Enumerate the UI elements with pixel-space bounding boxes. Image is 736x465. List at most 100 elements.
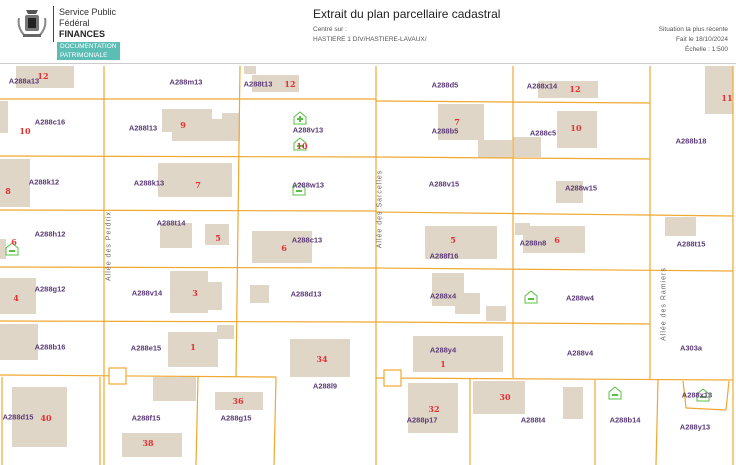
parcel-label[interactable]: A288t15 [676, 239, 706, 249]
parcel-boundary [0, 155, 377, 158]
parcel-label[interactable]: A288x14 [526, 81, 558, 91]
parcel-boundary [375, 377, 734, 381]
parcel-label[interactable]: A288v4 [566, 348, 594, 358]
tag-documentation: DOCUMENTATION [57, 42, 120, 51]
parcel-boundary [0, 209, 377, 212]
parcel-label[interactable]: A288d5 [431, 80, 459, 90]
building [455, 293, 480, 314]
parcel-label[interactable]: A288v15 [428, 179, 460, 189]
building [513, 137, 541, 157]
building [16, 66, 74, 88]
house-icon [293, 137, 307, 151]
house-number: 7 [454, 117, 460, 127]
house-number: 1 [440, 359, 446, 369]
centered-label: Centré sur : [313, 26, 347, 33]
parcel-label[interactable]: A288d15 [2, 412, 34, 422]
house-number: 12 [37, 71, 49, 81]
house-number: 10 [570, 123, 582, 133]
parcel-boundary [375, 267, 734, 272]
building [290, 339, 350, 377]
parcel-label[interactable]: A288g12 [34, 284, 66, 294]
house-icon [696, 388, 710, 402]
building [425, 226, 497, 259]
building [556, 181, 583, 203]
page-title: Extrait du plan parcellaire cadastral [313, 7, 501, 21]
parcel-label[interactable]: A288d13 [290, 289, 322, 299]
boundary-marker [383, 369, 402, 387]
parcel-label[interactable]: A288n8 [519, 238, 547, 248]
parcel-label[interactable]: A288w13 [291, 180, 325, 190]
building [473, 381, 525, 414]
building [215, 392, 263, 410]
house-number: 12 [569, 84, 581, 94]
parcel-label[interactable]: A288b14 [609, 415, 641, 425]
building [153, 377, 196, 401]
house-number: 6 [554, 235, 560, 245]
house-number: 36 [232, 396, 244, 406]
parcel-label[interactable]: A288b18 [675, 136, 707, 146]
building [563, 387, 583, 419]
house-plus-icon [293, 111, 307, 125]
parcel-label[interactable]: A288v13 [292, 125, 324, 135]
building [408, 383, 458, 433]
parcel-label[interactable]: A288m13 [169, 77, 203, 87]
parcel-label[interactable]: A288c16 [34, 117, 66, 127]
parcel-label[interactable]: A288t4 [520, 415, 546, 425]
parcel-label[interactable]: A288k13 [133, 178, 165, 188]
parcel-label[interactable]: A288x13 [681, 390, 713, 400]
parcel-boundary [0, 320, 377, 323]
parcel-label[interactable]: A288e15 [130, 343, 162, 353]
building [0, 101, 8, 133]
parcel-label[interactable]: A303a [679, 343, 703, 353]
tag-patrimoniale: PATRIMONIALE [57, 51, 120, 60]
house-number: 3 [192, 288, 198, 298]
parcel-label[interactable]: A288g15 [220, 413, 252, 423]
building [252, 75, 299, 92]
parcel-label[interactable]: A288h12 [34, 229, 66, 239]
parcel-label[interactable]: A288t14 [156, 218, 186, 228]
building [170, 271, 208, 313]
parcel-label[interactable]: A288c5 [529, 128, 557, 138]
boundary-marker [108, 367, 127, 385]
parcel-label[interactable]: A288p17 [406, 415, 438, 425]
parcel-label[interactable]: A288x4 [429, 291, 457, 301]
parcel-label[interactable]: A288b16 [34, 342, 66, 352]
building [538, 81, 598, 98]
parcel-label[interactable]: A288w15 [564, 183, 598, 193]
parcel-label[interactable]: A288a13 [8, 76, 40, 86]
building [168, 332, 218, 367]
parcel-label[interactable]: A288b5 [431, 126, 459, 136]
org-line3: FINANCES [59, 29, 106, 39]
parcel-label[interactable]: A288v14 [131, 288, 163, 298]
parcel-label[interactable]: A288t13 [243, 79, 273, 89]
parcel-boundary [273, 376, 277, 465]
parcel-boundary [0, 266, 377, 269]
house-number: 5 [450, 235, 456, 245]
parcel-label[interactable]: A288l9 [312, 381, 338, 391]
house-number: 38 [142, 438, 154, 448]
parcel-boundary [682, 380, 687, 409]
house-number: 34 [316, 354, 328, 364]
building [0, 239, 6, 259]
cadastral-map[interactable]: A288a13 A288m13 A288t13 A288d5 A288x14 A288c1… [0, 63, 736, 465]
parcel-label[interactable]: A288y4 [429, 345, 457, 355]
parcel-label[interactable]: A288f16 [429, 251, 459, 261]
building [160, 223, 192, 248]
building [705, 66, 733, 114]
parcel-boundary [235, 65, 241, 378]
parcel-boundary [0, 374, 277, 378]
house-number: 30 [499, 392, 511, 402]
parcel-boundary [655, 379, 659, 465]
house-number: 12 [284, 79, 296, 89]
parcel-label[interactable]: A288k12 [28, 177, 60, 187]
building [122, 433, 182, 457]
centered-value: HASTIERE 1 DIV/HASTIERE-LAVAUX/ [313, 36, 427, 43]
parcel-label[interactable]: A288f15 [131, 413, 161, 423]
parcel-label[interactable]: A288l13 [128, 123, 158, 133]
house-number: 10 [19, 126, 31, 136]
building [0, 159, 30, 207]
parcel-label[interactable]: A288c13 [291, 235, 323, 245]
org-line2: Fédéral [59, 18, 90, 28]
parcel-label[interactable]: A288y13 [679, 422, 711, 432]
parcel-label[interactable]: A288w4 [566, 293, 594, 303]
